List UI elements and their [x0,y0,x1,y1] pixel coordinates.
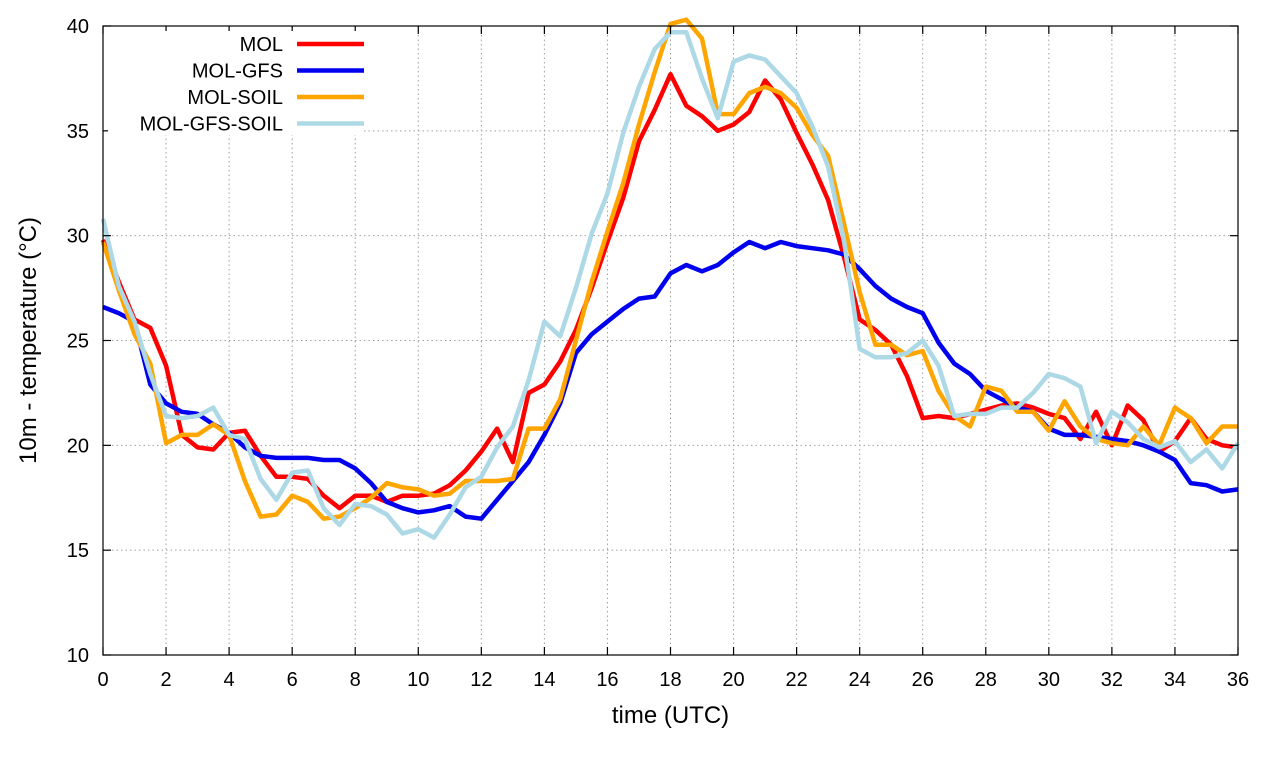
x-tick-label: 2 [160,669,171,691]
axis-ticks: 0 2 4 6 8 10 12 14 16 18 20 22 24 26 28 30 32 34 361015202… [67,16,1249,691]
x-tick-label: 4 [224,669,235,691]
x-tick-label: 10 [407,669,429,691]
y-axis-title: 10m - temperature (°C) [15,217,42,464]
y-tick-label: 35 [67,121,89,143]
x-tick-label: 36 [1227,669,1249,691]
y-tick-label: 15 [67,540,89,562]
legend-background [108,31,364,135]
x-tick-label: 32 [1101,669,1123,691]
x-tick-label: 6 [287,669,298,691]
legend-label: MOL-SOIL [187,87,283,109]
x-tick-label: 34 [1164,669,1186,691]
x-tick-label: 20 [722,669,744,691]
x-tick-label: 18 [659,669,681,691]
series-lines [100,17,1240,540]
legend: MOL MOL-GFS MOL-SOIL MOL-GFS-SOIL [108,31,364,136]
legend-label: MOL [240,34,283,56]
x-axis-title: time (UTC) [612,702,729,729]
x-tick-label: 8 [350,669,361,691]
x-tick-label: 0 [97,669,108,691]
legend-label: MOL-GFS-SOIL [140,114,283,136]
y-tick-label: 30 [67,226,89,248]
legend-label: MOL-GFS [192,61,283,83]
x-tick-label: 14 [533,669,555,691]
x-tick-label: 26 [912,669,934,691]
y-tick-label: 10 [67,645,89,667]
y-tick-label: 25 [67,331,89,353]
x-tick-label: 24 [849,669,871,691]
x-tick-label: 16 [596,669,618,691]
y-tick-label: 20 [67,435,89,457]
x-tick-label: 22 [785,669,807,691]
series-line-mol-soil [100,17,1238,521]
x-tick-label: 30 [1038,669,1060,691]
y-tick-label: 40 [67,16,89,38]
x-tick-label: 28 [975,669,997,691]
x-tick-label: 12 [470,669,492,691]
